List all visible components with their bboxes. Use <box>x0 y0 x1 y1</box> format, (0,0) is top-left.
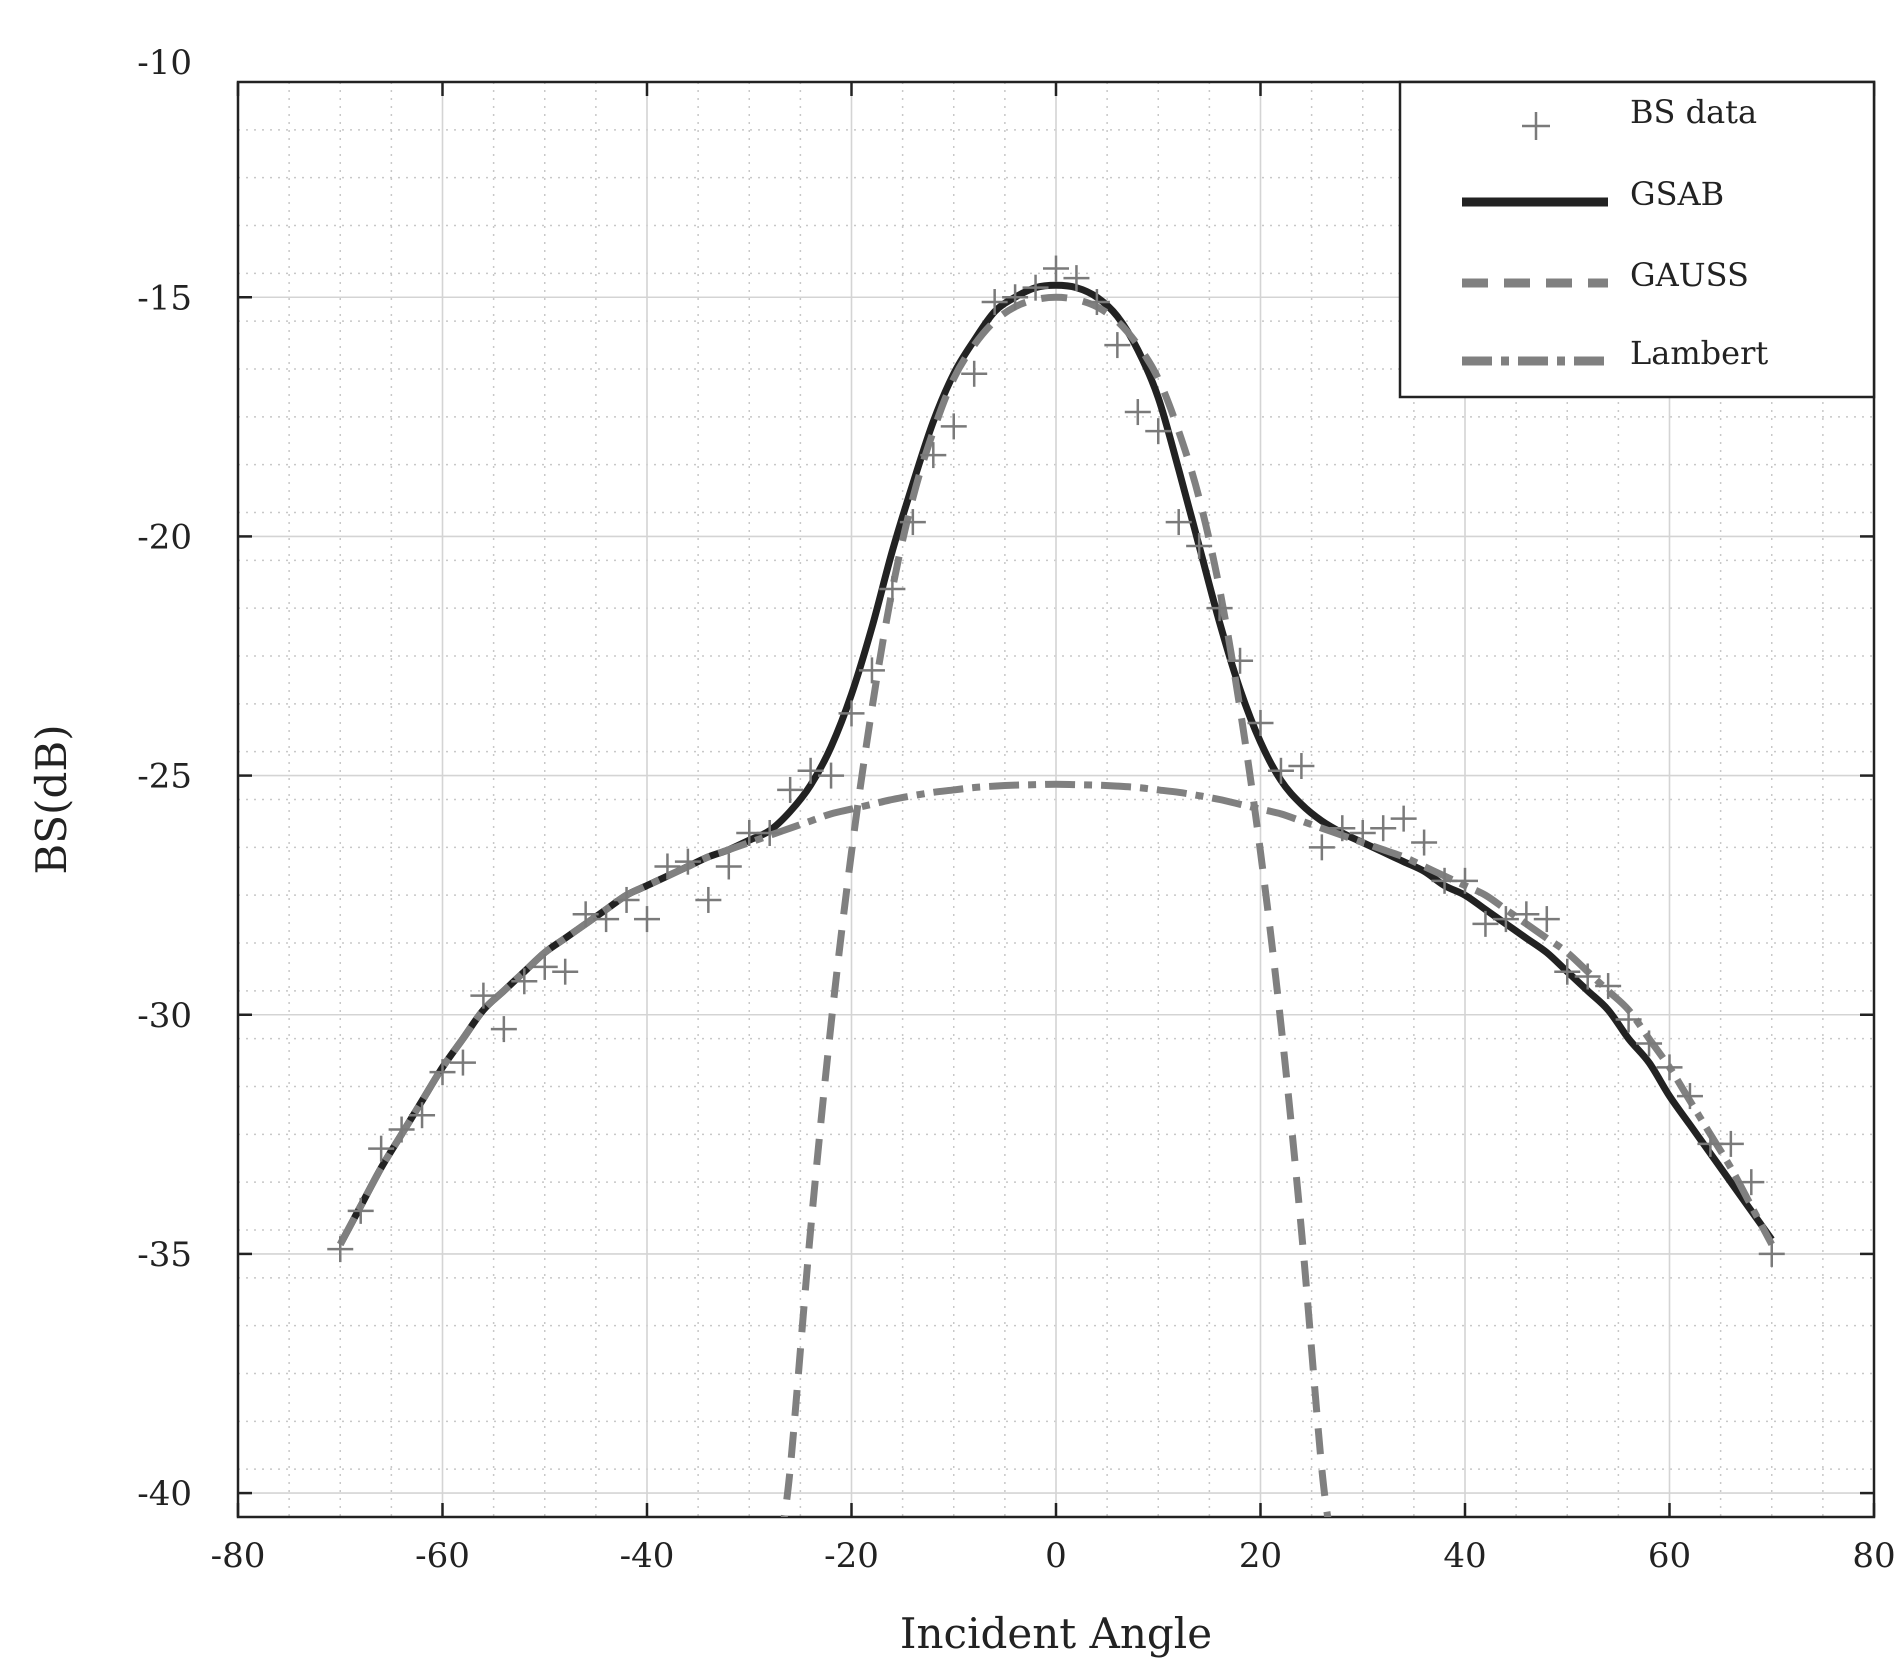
bs-data-point <box>429 1059 456 1086</box>
bs-data-point <box>368 1135 395 1162</box>
bs-data-point <box>1043 255 1069 282</box>
series-line-lambert <box>337 780 1775 1246</box>
x-tick-label: -20 <box>824 1536 879 1576</box>
bs-data-point <box>1717 1130 1744 1157</box>
bs-data-point <box>1247 709 1274 736</box>
bs-data-point <box>1124 399 1151 426</box>
bs-data-point <box>1002 284 1029 311</box>
bs-data-point <box>572 901 599 928</box>
legend-label-gauss: GAUSS <box>1630 256 1749 294</box>
x-tick-label: -60 <box>415 1536 470 1576</box>
bs-data-point <box>879 576 906 603</box>
bs-data-point <box>1676 1083 1703 1110</box>
bs-data-point <box>1227 647 1254 674</box>
bs-data-point <box>1472 910 1499 937</box>
bs-data-point <box>654 853 681 880</box>
bs-data-point <box>858 657 885 684</box>
bs-data-point <box>1574 963 1601 990</box>
bs-data-point <box>1186 532 1213 559</box>
bs-data-point <box>634 906 660 933</box>
y-tick-label: -15 <box>137 278 192 318</box>
bs-data-point <box>1656 1054 1683 1081</box>
y-tick-label: -20 <box>137 517 192 557</box>
bs-data-point <box>1533 906 1560 933</box>
bs-data-point <box>1411 829 1438 856</box>
bs-data-point <box>613 886 640 913</box>
bs-data-point <box>1165 509 1192 536</box>
x-tick-label: 40 <box>1443 1536 1486 1576</box>
bs-data-point <box>511 968 538 995</box>
bs-data-point <box>920 442 947 469</box>
bs-data-point <box>797 757 824 784</box>
bs-data-point <box>1615 1006 1642 1033</box>
x-tick-label: 0 <box>1045 1536 1067 1576</box>
bs-data-point <box>327 1236 354 1263</box>
bs-data-point <box>1267 757 1294 784</box>
legend: BS data GSAB GAUSS Lambert <box>1398 80 1876 399</box>
bs-data-point <box>1022 274 1049 301</box>
bs-data-point <box>981 289 1008 316</box>
bs-data-point <box>1104 332 1131 359</box>
bs-data-point <box>940 413 967 440</box>
bs-data-point <box>838 700 865 727</box>
series-layer <box>327 255 1785 1517</box>
bs-data-point <box>347 1197 374 1224</box>
bs-data-point <box>695 886 722 913</box>
x-tick-label: -40 <box>620 1536 675 1576</box>
legend-label-lambert: Lambert <box>1630 334 1768 372</box>
bs-data-point <box>531 953 558 980</box>
bs-data-point <box>552 958 579 985</box>
bs-data-point <box>756 819 783 846</box>
bs-data-point <box>449 1049 476 1076</box>
bs-data-point <box>715 853 742 880</box>
bs-data-point <box>1738 1169 1765 1196</box>
bs-data-point <box>899 509 926 536</box>
bs-data-point <box>1636 1030 1663 1057</box>
grid <box>238 82 1874 1517</box>
x-tick-label: 20 <box>1239 1536 1282 1576</box>
series-line-gauss <box>780 293 1332 1517</box>
bs-data-point <box>1370 815 1397 842</box>
legend-box <box>1398 80 1876 399</box>
legend-label-bs-data: BS data <box>1630 93 1757 131</box>
bs-data-point <box>1329 815 1356 842</box>
bs-data-point <box>1206 595 1233 622</box>
bs-data-point <box>1288 753 1315 780</box>
bs-data-point <box>593 906 620 933</box>
bs-data-point <box>961 360 988 387</box>
y-tick-label: -30 <box>137 996 192 1036</box>
bs-data-point <box>818 762 845 789</box>
bs-data-point <box>388 1116 415 1143</box>
bs-data-point <box>1390 805 1417 832</box>
x-axis-title: Incident Angle <box>900 1609 1212 1658</box>
y-tick-label: -10 <box>137 43 192 83</box>
bs-data-point <box>470 982 497 1009</box>
x-tick-label: -80 <box>211 1536 266 1576</box>
y-tick-label: -35 <box>137 1235 192 1275</box>
bs-data-point <box>1145 418 1172 445</box>
bs-data-point <box>1554 958 1581 985</box>
bs-data-point <box>777 776 804 803</box>
bs-data-point <box>1063 265 1090 292</box>
bs-data-point <box>674 848 701 875</box>
bs-data-point <box>490 1016 517 1043</box>
y-tick-label: -40 <box>137 1474 192 1514</box>
labels-layer: -80 -60 -40 -20 0 20 40 60 80 -40 -35 -30 -25 -20 -15 -… <box>27 43 1896 1658</box>
bs-data-point <box>1452 867 1478 894</box>
bs-data-point <box>1595 973 1622 1000</box>
x-tick-label: 80 <box>1852 1536 1895 1576</box>
bs-data-point <box>409 1102 436 1129</box>
x-tick-label: 60 <box>1648 1536 1691 1576</box>
bs-data-point <box>1349 819 1376 846</box>
legend-label-gsab: GSAB <box>1630 175 1724 213</box>
bs-data-point <box>1308 834 1335 861</box>
bs-data-point <box>1492 906 1519 933</box>
bs-data-point <box>1758 1240 1785 1267</box>
bs-data-point <box>1513 901 1540 928</box>
bs-data-point <box>1083 289 1110 316</box>
y-axis-title: BS(dB) <box>27 724 76 874</box>
y-tick-label: -25 <box>137 757 192 797</box>
